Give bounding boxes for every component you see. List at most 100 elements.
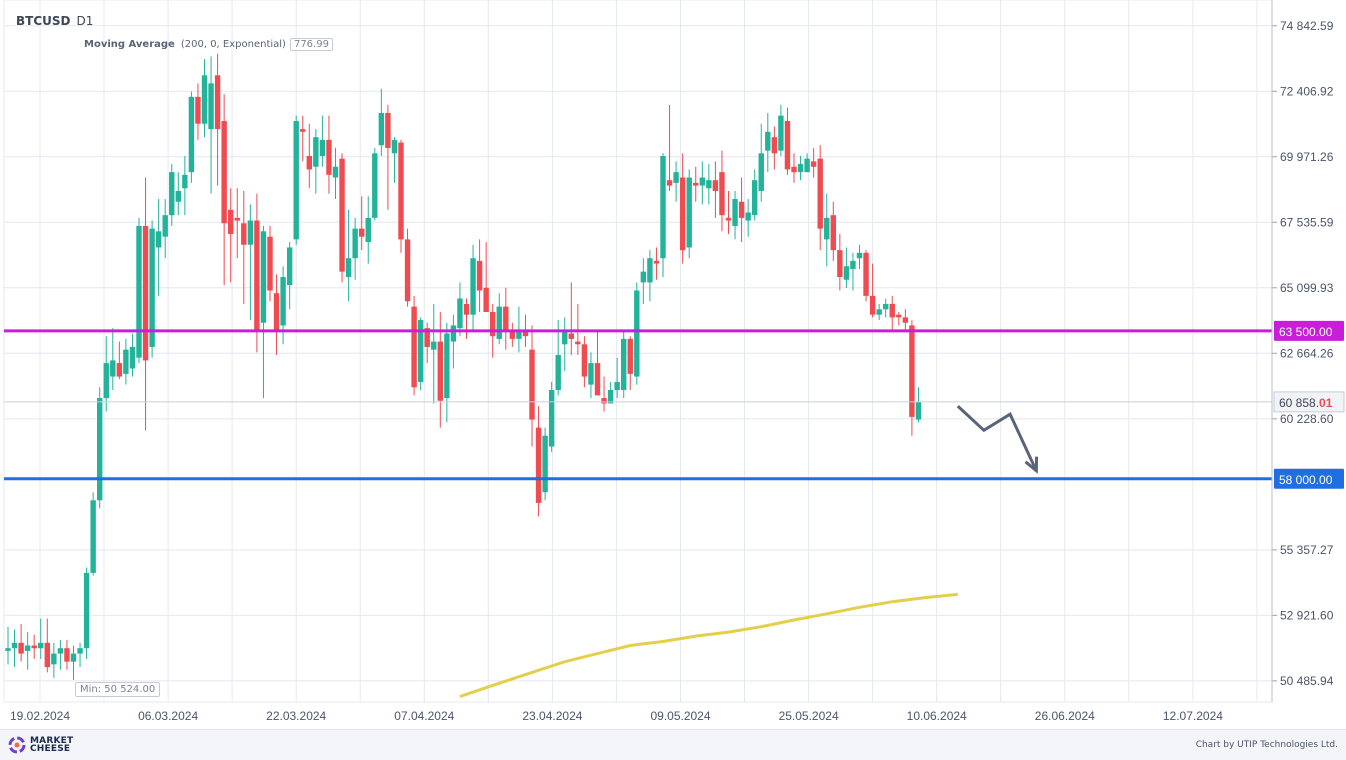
candle-body xyxy=(869,295,876,315)
candle-body xyxy=(824,217,830,240)
candle xyxy=(706,164,712,205)
forecast-arrow xyxy=(956,405,1038,472)
candle xyxy=(169,164,175,226)
candle-body xyxy=(273,293,280,331)
candle xyxy=(699,161,705,205)
candle xyxy=(398,139,404,253)
candle xyxy=(293,115,299,245)
candle-body xyxy=(503,306,509,331)
candle xyxy=(837,234,843,291)
moving-average-layer xyxy=(459,592,958,699)
candle-body xyxy=(555,355,561,390)
candle-body xyxy=(286,247,293,286)
candle xyxy=(214,53,221,186)
candle-body xyxy=(293,121,299,240)
x-tick-label: 10.06.2024 xyxy=(907,709,967,723)
candle xyxy=(221,94,227,286)
candle xyxy=(856,244,863,269)
candle xyxy=(300,115,306,162)
candle xyxy=(359,196,365,251)
candle xyxy=(5,626,11,665)
candle xyxy=(529,325,535,447)
logo-line-2: CHEESE xyxy=(30,744,71,754)
candle xyxy=(162,199,168,259)
candle xyxy=(254,193,260,353)
y-axis: 74 842.59 72 406.92 69 971.26 67 535.59 65 0… xyxy=(1271,0,1334,702)
chart-footer: MARKET CHEESE Chart by UTIP Technologies… xyxy=(0,729,1346,760)
candle-body xyxy=(463,303,470,315)
candle-body xyxy=(889,303,895,318)
candle-body xyxy=(214,75,221,130)
x-tick-label: 09.05.2024 xyxy=(650,709,710,723)
candle-body xyxy=(97,398,103,501)
candle-body xyxy=(758,153,764,191)
y-tick-label: 65 099.93 xyxy=(1280,281,1334,295)
candle xyxy=(476,239,483,312)
candle xyxy=(738,177,745,243)
candle xyxy=(640,258,647,304)
candle-body xyxy=(876,309,882,315)
candle xyxy=(470,244,476,331)
candle xyxy=(313,129,319,194)
candle xyxy=(116,341,123,380)
candle xyxy=(431,303,437,404)
candle-body xyxy=(417,320,424,382)
candle-body xyxy=(752,180,758,216)
price-chart[interactable]: 63 500.00 58 000.00 60 858.01 74 842.59 72 … xyxy=(0,0,1346,729)
candle xyxy=(208,56,214,194)
candle-body xyxy=(352,228,358,259)
candle-body xyxy=(647,258,653,283)
candle xyxy=(385,104,391,210)
candle xyxy=(142,177,149,431)
candle xyxy=(319,115,326,167)
candle-body xyxy=(765,131,771,151)
candle-body xyxy=(44,642,50,668)
current-price-badge xyxy=(1273,391,1345,413)
candle-body xyxy=(326,139,332,175)
candle xyxy=(896,312,902,326)
candle-body xyxy=(679,177,686,251)
price-level-badge xyxy=(1274,320,1344,341)
indicator-params: (200, 0, Exponential) xyxy=(180,39,286,50)
candle-body xyxy=(195,96,201,124)
candle-body xyxy=(621,338,627,390)
candle xyxy=(444,322,450,423)
candle xyxy=(548,381,555,452)
x-axis: 19.02.2024 06.03.2024 22.03.2024 07.04.2024… xyxy=(10,709,1223,723)
candle-body xyxy=(182,174,188,189)
min-price-label: Min: 50 524.00 xyxy=(75,682,161,697)
candle xyxy=(195,83,201,140)
candle xyxy=(784,107,791,175)
candle xyxy=(496,293,502,345)
candle-body xyxy=(581,344,588,377)
candle xyxy=(372,147,378,221)
candle-body xyxy=(542,435,548,493)
candle-body xyxy=(575,341,581,345)
y-tick-label: 74 842.59 xyxy=(1280,19,1334,33)
candle-body xyxy=(601,398,607,404)
candle-body xyxy=(260,231,267,323)
candle-body xyxy=(476,260,483,291)
candle-body xyxy=(437,341,443,401)
candle-body xyxy=(522,330,529,337)
candle xyxy=(352,217,358,280)
candle-body xyxy=(634,290,640,377)
x-tick-label: 12.07.2024 xyxy=(1163,709,1223,723)
candle xyxy=(38,618,44,659)
candle-body xyxy=(732,199,738,226)
candle xyxy=(417,317,424,390)
indicator-legend[interactable]: Moving Average (200, 0, Exponential) 776… xyxy=(84,38,333,51)
candle xyxy=(614,357,620,399)
x-tick-label: 06.03.2024 xyxy=(138,709,198,723)
price-level-badge xyxy=(1274,468,1344,489)
candle xyxy=(182,156,188,216)
candle-body xyxy=(398,142,404,240)
candle-body xyxy=(162,215,168,237)
candle-body xyxy=(319,139,326,156)
candle xyxy=(286,242,293,310)
candle-body xyxy=(529,349,535,420)
marketcheese-logo[interactable]: MARKET CHEESE xyxy=(8,736,73,754)
candle-body xyxy=(450,325,457,342)
candle-body xyxy=(791,166,797,173)
logo-icon xyxy=(8,736,26,754)
